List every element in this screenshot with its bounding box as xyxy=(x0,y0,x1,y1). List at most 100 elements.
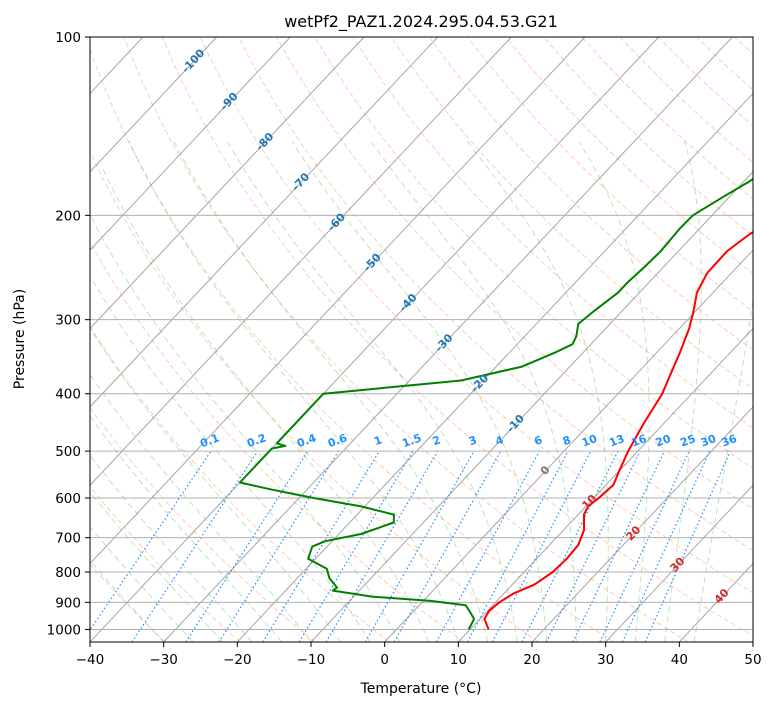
mixing-ratio-lines xyxy=(90,450,731,642)
mixing-ratio-line xyxy=(621,450,711,642)
plot-area: -100-90-80-70-60-50-40-30-20-10010203040… xyxy=(0,37,753,642)
mixing-ratio-label: 30 xyxy=(699,432,718,450)
dry-adiabats xyxy=(90,37,753,642)
isotherm xyxy=(90,37,512,486)
isotherm xyxy=(163,37,733,642)
moist-adiabat xyxy=(90,491,223,642)
y-tick-label: 300 xyxy=(55,313,81,329)
chart-title: wetPf2_PAZ1.2024.295.04.53.G21 xyxy=(284,12,558,32)
x-tick-label: −30 xyxy=(149,652,178,668)
isotherm xyxy=(90,37,439,408)
isotherm xyxy=(90,37,218,173)
isotherm xyxy=(236,92,753,642)
dry-adiabat xyxy=(199,37,753,594)
mixing-ratio-label: 16 xyxy=(630,432,649,450)
dry-adiabat xyxy=(696,37,753,91)
dry-adiabat xyxy=(90,563,166,642)
moist-adiabat xyxy=(90,526,194,642)
x-tick-label: 10 xyxy=(450,652,467,668)
isotherm xyxy=(752,641,753,642)
dry-adiabat xyxy=(90,47,614,642)
mixing-ratio-label: 2 xyxy=(431,433,443,448)
mixing-ratio-label: 0.6 xyxy=(326,431,349,450)
dry-adiabat xyxy=(238,37,753,552)
dry-adiabat xyxy=(467,37,753,312)
dry-adiabat xyxy=(314,37,753,469)
x-tick-label: 40 xyxy=(671,652,688,668)
mixing-ratio-line xyxy=(644,450,731,642)
isotherm xyxy=(457,327,753,642)
mixing-ratio-label: 3 xyxy=(467,433,479,448)
moist-adiabat xyxy=(90,274,371,642)
moist-adiabat xyxy=(90,327,341,642)
mixing-ratio-label: 25 xyxy=(678,432,697,449)
x-tick-label: 50 xyxy=(744,652,761,668)
mixing-ratio-line xyxy=(262,450,380,642)
mixing-ratio-line xyxy=(545,450,641,642)
isotherm xyxy=(90,37,660,642)
mixing-ratio-line xyxy=(466,450,569,642)
mixing-ratio-label: 20 xyxy=(654,432,673,450)
mixing-ratio-line xyxy=(393,450,502,642)
mixing-ratio-label: 6 xyxy=(532,433,544,448)
isotherm xyxy=(605,484,753,642)
moist-adiabat xyxy=(173,141,489,642)
mixing-ratio-label: 1 xyxy=(372,433,384,448)
x-tick-label: −20 xyxy=(223,652,252,668)
isotherm xyxy=(531,406,753,642)
mixing-ratio-label: 4 xyxy=(494,433,506,448)
mixing-ratio-line xyxy=(435,450,540,642)
dry-adiabat xyxy=(428,37,753,351)
y-tick-label: 100 xyxy=(55,30,81,46)
moist-adiabat xyxy=(90,454,253,642)
profile-series xyxy=(238,177,753,630)
mixing-ratio-line xyxy=(364,450,475,642)
x-tick-label: −10 xyxy=(297,652,326,668)
y-tick-label: 600 xyxy=(55,491,81,507)
temperature-line xyxy=(483,231,753,630)
y-tick-label: 200 xyxy=(55,208,81,224)
dry-adiabat xyxy=(734,37,753,55)
moist-adiabat xyxy=(90,559,165,642)
mixing-ratio-line xyxy=(599,450,690,642)
isotherm xyxy=(90,37,365,330)
dry-adiabat xyxy=(90,241,465,642)
y-tick-label: 400 xyxy=(55,387,81,403)
dry-adiabat xyxy=(581,37,753,200)
dry-adiabat xyxy=(505,37,753,275)
isotherm xyxy=(678,562,753,642)
dry-adiabat xyxy=(657,37,753,127)
mixing-ratio-label: 0.1 xyxy=(198,431,221,450)
isotherm xyxy=(90,37,291,251)
mixing-ratio-line xyxy=(325,450,439,642)
dewpoint-line xyxy=(238,177,753,630)
mixing-ratio-label: 8 xyxy=(561,433,573,448)
moist-adiabat xyxy=(291,141,548,642)
isotherm xyxy=(384,249,753,642)
mixing-ratio-label: 1.5 xyxy=(400,431,423,450)
dry-adiabat xyxy=(90,485,241,642)
y-tick-label: 500 xyxy=(55,444,81,460)
y-tick-label: 700 xyxy=(55,531,81,547)
dry-adiabat xyxy=(90,406,316,642)
isotherm xyxy=(0,37,69,642)
isotherms xyxy=(0,37,753,642)
moist-adiabat xyxy=(693,297,753,642)
y-tick-label: 1000 xyxy=(47,622,81,638)
isotherm xyxy=(90,37,586,565)
mixing-ratio-label: 36 xyxy=(720,432,739,450)
x-tick-label: 0 xyxy=(380,652,389,668)
mixing-ratio-line xyxy=(298,450,414,642)
moist-adiabats xyxy=(90,140,753,642)
mixing-ratio-line xyxy=(218,450,340,642)
mixing-ratio-label: 0.2 xyxy=(245,431,268,450)
x-tick-label: −40 xyxy=(76,652,105,668)
y-tick-label: 800 xyxy=(55,565,81,581)
mixing-ratio-line xyxy=(572,450,665,642)
dry-adiabat xyxy=(123,37,689,642)
moist-adiabat xyxy=(90,213,400,642)
mixing-ratio-label: 0.4 xyxy=(295,431,318,450)
line-labels: -100-90-80-70-60-50-40-30-20-10010203040… xyxy=(179,46,739,606)
pressure-gridlines xyxy=(90,37,753,630)
